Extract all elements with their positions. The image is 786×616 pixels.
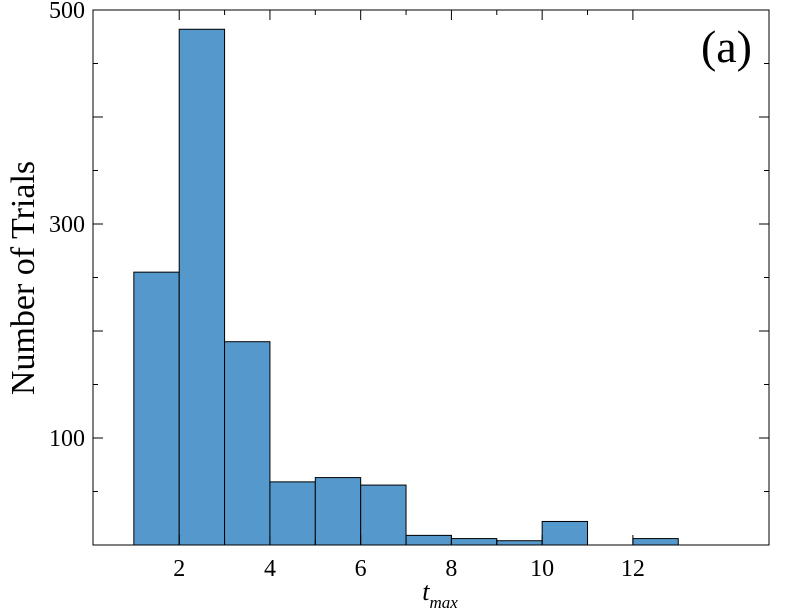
- histogram-bar: [178, 28, 226, 546]
- x-axis-label: tmax: [422, 577, 458, 612]
- histogram-bar: [360, 484, 407, 546]
- histogram-bar: [450, 538, 498, 546]
- y-tick-label: 300: [49, 212, 85, 238]
- histogram-bar: [632, 538, 679, 546]
- tick-labels-group: 2 4 6 8 10 12 100 300 500: [49, 0, 645, 582]
- x-tick-label: 10: [530, 556, 554, 582]
- histogram-bar: [224, 341, 271, 546]
- histogram-bar: [133, 271, 180, 546]
- x-axis-label-subscript: max: [429, 593, 458, 612]
- x-tick-label: 6: [355, 556, 367, 582]
- panel-label: (a): [701, 21, 752, 72]
- histogram-bar: [541, 520, 589, 546]
- histogram-bar: [314, 477, 362, 546]
- x-tick-label: 2: [173, 556, 185, 582]
- y-axis-label: Number of Trials: [5, 161, 42, 395]
- x-tick-label: 8: [445, 556, 457, 582]
- x-tick-label: 12: [621, 556, 645, 582]
- histogram-bar: [496, 540, 543, 546]
- y-tick-label: 100: [49, 426, 85, 452]
- ticks-group: [93, 9, 769, 545]
- histogram-bar: [269, 481, 316, 546]
- x-axis-label-main: t: [422, 577, 430, 606]
- bars-group: [133, 28, 679, 546]
- histogram-bar: [405, 534, 452, 546]
- y-tick-label: 500: [49, 0, 85, 24]
- x-tick-label: 4: [264, 556, 276, 582]
